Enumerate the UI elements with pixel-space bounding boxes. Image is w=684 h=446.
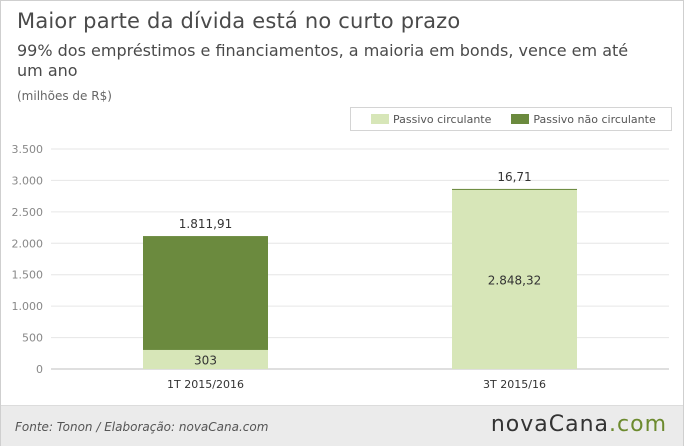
legend-swatch-circulante (371, 114, 389, 124)
logo-suffix: .com (609, 412, 667, 437)
y-tick-label: 1.000 (12, 300, 44, 313)
x-tick-label: 1T 2015/2016 (167, 378, 244, 391)
novacana-logo: novaCana.com (491, 412, 667, 437)
y-tick-label: 2.000 (12, 237, 44, 250)
chart-subtitle: 99% dos empréstimos e financiamentos, a … (17, 41, 629, 80)
logo-main: novaCana (490, 412, 610, 437)
x-tick-label: 3T 2015/16 (483, 378, 546, 391)
legend: Passivo circulante Passivo não circulant… (350, 107, 672, 131)
y-tick-label: 3.000 (12, 174, 44, 187)
y-tick-label: 2.500 (12, 206, 44, 219)
data-label: 303 (194, 353, 217, 367)
data-label: 2.848,32 (488, 273, 541, 287)
source-credit: Fonte: Tonon / Elaboração: novaCana.com (15, 420, 269, 434)
legend-label-nao-circulante: Passivo não circulante (533, 112, 656, 126)
y-tick-label: 500 (22, 332, 43, 345)
legend-swatch-nao-circulante (511, 114, 530, 124)
legend-label-circulante: Passivo circulante (393, 112, 492, 126)
y-tick-label: 3.500 (12, 143, 44, 156)
legend-item-circulante: Passivo circulante (371, 113, 491, 126)
bar-segment-nao-circulante (143, 236, 268, 350)
bar-segment-circulante (452, 189, 577, 369)
legend-item-nao-circulante: Passivo não circulante (511, 112, 656, 126)
data-label: 1.811,91 (179, 217, 232, 231)
data-label: 16,71 (497, 170, 531, 184)
unit-label: (milhões de R$) (17, 89, 112, 103)
chart-title: Maior parte da dívida está no curto praz… (17, 9, 461, 33)
y-tick-label: 0 (36, 363, 43, 376)
bar-chart: 0 500 1.000 1.500 2.000 2.500 3.000 3.500 303 1.8… (12, 143, 669, 391)
bar-segment-circulante (143, 349, 268, 369)
y-tick-label: 1.500 (12, 269, 44, 282)
bar-segment-nao-circulante (452, 188, 577, 190)
footer: Fonte: Tonon / Elaboração: novaCana.com … (1, 405, 683, 446)
